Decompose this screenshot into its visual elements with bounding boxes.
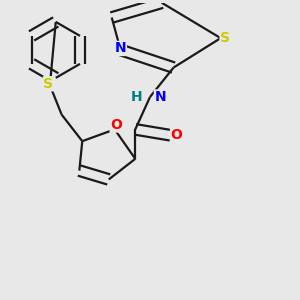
Text: O: O	[171, 128, 182, 142]
Text: S: S	[44, 77, 53, 91]
Text: S: S	[220, 31, 230, 45]
Text: O: O	[110, 118, 122, 132]
Text: H: H	[131, 90, 142, 104]
Text: N: N	[115, 41, 126, 56]
Text: N: N	[154, 90, 166, 104]
